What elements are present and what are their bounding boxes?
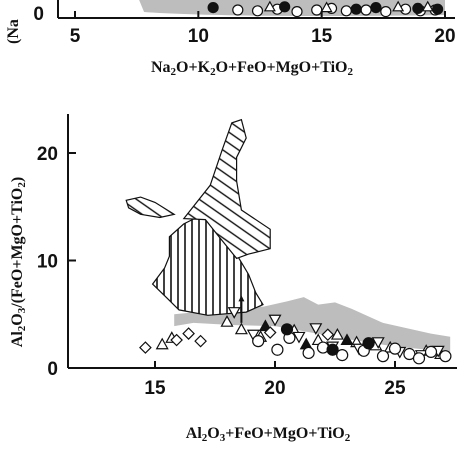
bottom-panel: 0 10 20 15 20 25 Al2O3+FeO+MgO+TiO2 Al2O3/(FeO+… <box>9 114 457 444</box>
circle-filled-point <box>326 343 339 356</box>
x-tick-label: 15 <box>144 378 166 399</box>
circle-filled-point <box>432 3 444 15</box>
triangle-open-point <box>392 0 405 12</box>
circle-open-point <box>376 350 390 363</box>
triangle-filled-point <box>340 333 354 346</box>
circle-open-point <box>311 4 323 16</box>
circle-open-point <box>232 4 244 16</box>
circle-open-point <box>336 349 349 362</box>
triangle-down-point <box>268 314 282 327</box>
diamond-point <box>182 327 195 340</box>
y-axis-label-fragment: (Na <box>5 19 22 44</box>
x-tick-label: 10 <box>188 26 209 47</box>
circle-open-point <box>424 345 438 358</box>
circle-open-point <box>340 5 352 17</box>
triangle-down-point <box>371 337 385 349</box>
circle-open-point <box>302 346 315 360</box>
circle-open-point <box>360 4 372 16</box>
circle-open-point <box>251 5 264 17</box>
circle-open-point <box>271 343 284 356</box>
triangle-open-point <box>234 322 248 335</box>
circle-filled-point <box>207 1 219 14</box>
top-panel: 5 10 15 20 0 Na2O+K2O+FeO+MgO+TiO2 (Na <box>5 0 456 78</box>
circle-open-point <box>412 352 426 365</box>
triangle-down-point <box>309 323 323 335</box>
circle-filled-point <box>370 1 382 14</box>
x-axis-label: Na2O+K2O+FeO+MgO+TiO2 <box>151 59 354 78</box>
triangle-open-point <box>421 0 434 12</box>
triangle-open-point <box>155 337 169 350</box>
diagonal-hatch-region <box>182 118 271 260</box>
circle-open-point <box>380 6 392 18</box>
x-tick-label: 25 <box>384 378 406 399</box>
diamond-point <box>194 334 207 348</box>
circle-filled-point <box>280 323 294 336</box>
circle-open-point <box>252 335 265 348</box>
x-tick-label: 5 <box>70 26 81 47</box>
circle-open-point <box>291 6 303 18</box>
diamond-point <box>139 341 152 354</box>
circle-filled-point <box>412 2 424 14</box>
diamond-point <box>321 328 335 342</box>
circle-filled-point <box>350 3 362 15</box>
triangle-open-point <box>263 0 276 12</box>
triangle-down-point <box>292 331 306 344</box>
circle-open-point <box>388 342 402 355</box>
y-tick-label: 20 <box>37 144 58 165</box>
y-axis-label: Al2O3/(FeO+MgO+TiO2) <box>9 177 28 347</box>
triangle-open-point <box>320 1 333 13</box>
triangle-open-point <box>330 327 344 340</box>
triangle-filled-point <box>258 319 272 332</box>
circle-filled-point <box>362 337 375 350</box>
triangle-down-point <box>227 307 241 319</box>
y-tick-label: 10 <box>37 252 58 273</box>
triangle-open-point <box>220 315 234 327</box>
x-tick-label: 20 <box>434 26 455 47</box>
diagonal-hatch-region <box>125 196 176 219</box>
diamond-point <box>263 326 277 339</box>
diamond-point <box>170 333 183 347</box>
x-tick-label: 15 <box>311 26 333 47</box>
circle-filled-point <box>279 1 291 13</box>
y-tick-label: 0 <box>47 359 58 380</box>
arrow-head <box>238 295 245 302</box>
circle-open-point <box>439 350 452 363</box>
triangle-down-point <box>246 329 260 342</box>
x-tick-label: 20 <box>264 378 285 399</box>
x-axis-label: Al2O3+FeO+MgO+TiO2 <box>186 425 351 444</box>
y-tick-label: 0 <box>33 4 44 25</box>
